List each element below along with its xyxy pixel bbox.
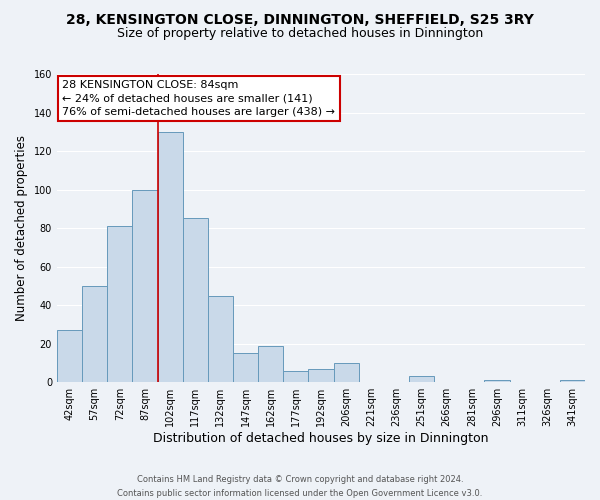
Bar [258,346,283,382]
Bar [334,363,359,382]
Y-axis label: Number of detached properties: Number of detached properties [15,135,28,321]
Bar [308,368,334,382]
Text: 28, KENSINGTON CLOSE, DINNINGTON, SHEFFIELD, S25 3RY: 28, KENSINGTON CLOSE, DINNINGTON, SHEFFI… [66,12,534,26]
Bar [208,296,233,382]
Bar [133,190,158,382]
Bar [233,354,258,382]
X-axis label: Distribution of detached houses by size in Dinnington: Distribution of detached houses by size … [153,432,489,445]
Bar [182,218,208,382]
Bar [57,330,82,382]
Bar [158,132,182,382]
Bar [409,376,434,382]
Bar [82,286,107,382]
Text: Size of property relative to detached houses in Dinnington: Size of property relative to detached ho… [117,28,483,40]
Bar [560,380,585,382]
Bar [283,370,308,382]
Bar [484,380,509,382]
Text: 28 KENSINGTON CLOSE: 84sqm
← 24% of detached houses are smaller (141)
76% of sem: 28 KENSINGTON CLOSE: 84sqm ← 24% of deta… [62,80,335,116]
Text: Contains HM Land Registry data © Crown copyright and database right 2024.
Contai: Contains HM Land Registry data © Crown c… [118,476,482,498]
Bar [107,226,133,382]
